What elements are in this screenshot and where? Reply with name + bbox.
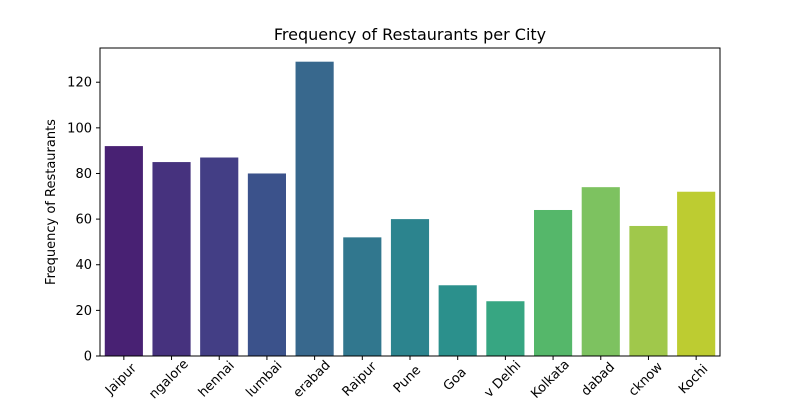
x-tick-label: erabad	[291, 358, 334, 400]
y-tick-label: 80	[75, 167, 92, 182]
x-tick-label: Kochi	[676, 362, 711, 397]
bars-group	[104, 61, 716, 356]
x-tick-label: dabad	[579, 360, 618, 399]
bar-goa	[438, 285, 477, 356]
bar-chennai	[200, 157, 239, 356]
bar-kolkata	[534, 209, 573, 356]
bar-bangalore	[152, 162, 191, 356]
x-tick-label: hennai	[196, 359, 238, 400]
plot-area-frame	[99, 47, 721, 357]
bar-hyderabad	[295, 61, 334, 356]
y-tick-label: 120	[67, 76, 92, 91]
x-tick-label: Kolkata	[528, 357, 572, 400]
x-tick-label: cknow	[626, 359, 666, 399]
y-tick-label: 60	[75, 213, 92, 228]
chart-title: Frequency of Restaurants per City	[274, 25, 546, 44]
x-tick-label: v Delhi	[482, 358, 525, 400]
y-tick-label: 40	[75, 258, 92, 273]
bar-new-delhi	[486, 301, 525, 356]
x-tick-label: lumbai	[243, 359, 285, 400]
y-tick-label: 20	[75, 304, 92, 319]
x-tick-label: Goa	[441, 365, 470, 394]
bar-jaipur	[104, 146, 143, 356]
y-tick-label: 0	[84, 350, 92, 365]
bar-mumbai	[247, 173, 286, 356]
x-tick-label: ngalore	[146, 357, 191, 400]
bar-kochi	[677, 191, 716, 356]
x-tick-label: Raipur	[340, 359, 381, 400]
y-axis-label: Frequency of Restaurants	[44, 119, 59, 285]
x-axis-ticks: Jaipur ngalore hennai lumbai erabad Raipur Pun…	[102, 356, 711, 402]
bar-pune	[390, 219, 430, 356]
x-tick-label: Pune	[391, 363, 424, 396]
y-tick-label: 100	[67, 121, 92, 136]
bar-lucknow	[629, 225, 668, 356]
bar-raipur	[343, 237, 382, 356]
bar-ahmedabad	[581, 187, 620, 356]
x-tick-label: Jaipur	[102, 361, 140, 399]
y-axis-ticks: 0 20 40 60 80 100 120	[67, 76, 100, 365]
